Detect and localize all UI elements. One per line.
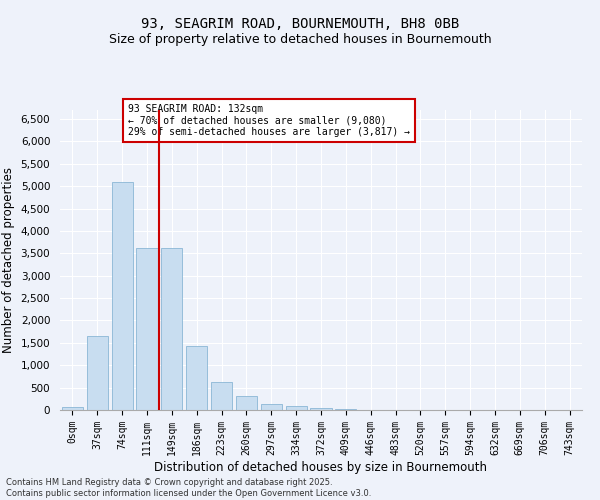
Text: 93 SEAGRIM ROAD: 132sqm
← 70% of detached houses are smaller (9,080)
29% of semi: 93 SEAGRIM ROAD: 132sqm ← 70% of detache… bbox=[128, 104, 410, 137]
Bar bbox=[161, 248, 182, 410]
Bar bbox=[87, 336, 108, 410]
Y-axis label: Number of detached properties: Number of detached properties bbox=[2, 167, 15, 353]
Bar bbox=[261, 404, 282, 410]
Bar bbox=[211, 382, 232, 410]
X-axis label: Distribution of detached houses by size in Bournemouth: Distribution of detached houses by size … bbox=[155, 460, 487, 473]
Text: 93, SEAGRIM ROAD, BOURNEMOUTH, BH8 0BB: 93, SEAGRIM ROAD, BOURNEMOUTH, BH8 0BB bbox=[141, 18, 459, 32]
Text: Size of property relative to detached houses in Bournemouth: Size of property relative to detached ho… bbox=[109, 32, 491, 46]
Bar bbox=[136, 248, 158, 410]
Bar bbox=[112, 182, 133, 410]
Bar bbox=[236, 396, 257, 410]
Bar bbox=[286, 406, 307, 410]
Bar bbox=[310, 408, 332, 410]
Bar bbox=[186, 346, 207, 410]
Bar bbox=[62, 406, 83, 410]
Text: Contains HM Land Registry data © Crown copyright and database right 2025.
Contai: Contains HM Land Registry data © Crown c… bbox=[6, 478, 371, 498]
